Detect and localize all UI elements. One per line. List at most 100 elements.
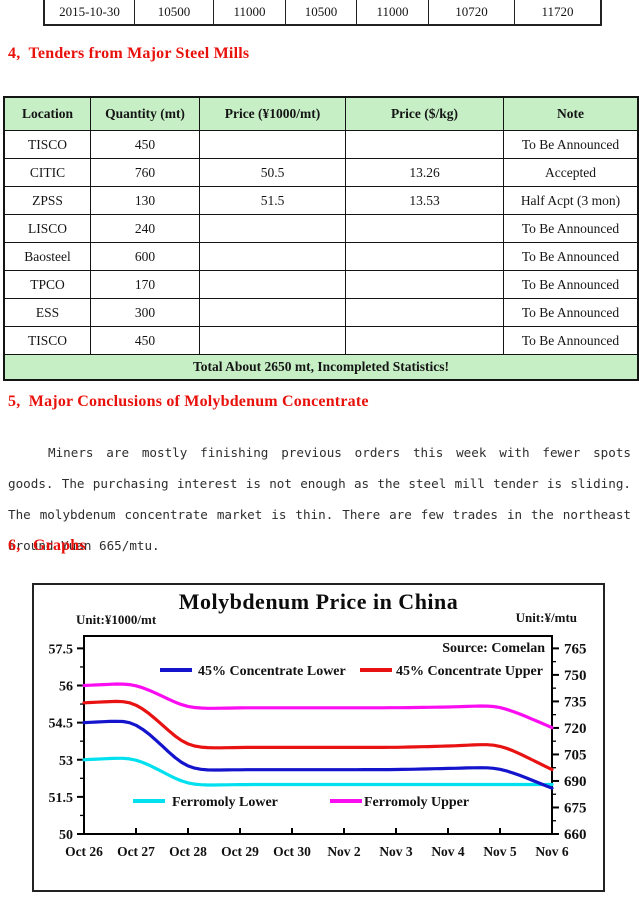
table-cell: 240 [90,214,200,243]
table-cell [345,130,504,159]
table-cell: To Be Announced [503,298,639,327]
chart-unit-right-label: Unit:¥/mtu [515,610,577,625]
legend-swatch [133,799,165,803]
table-cell: TISCO [3,326,91,355]
table-cell: ESS [3,298,91,327]
table-cell: Half Acpt (3 mon) [503,186,639,215]
table-header-cell: Price ($/kg) [345,96,504,131]
x-axis-tick-label: Nov 4 [431,844,465,859]
table-cell [345,242,504,271]
legend-swatch [160,668,192,672]
series-line-ferromoly-upper [82,682,554,730]
y-axis-tick-label-left: 50 [59,828,73,843]
section-4-heading: 4, Tenders from Major Steel Mills [8,45,250,62]
legend-label: 45% Concentrate Lower [198,664,346,679]
y-axis-tick-label-right: 705 [564,747,587,763]
series-line-45-concentrate-lower [82,719,554,790]
table-cell [199,270,346,299]
section-5-heading: 5, Major Conclusions of Molybdenum Conce… [8,393,369,410]
x-axis-tick-label: Nov 5 [483,844,517,859]
y-axis-tick-label-left: 56 [59,680,73,695]
legend-swatch [360,668,392,672]
table-cell: 760 [90,158,200,187]
table-cell: 2015-10-30 [43,0,135,26]
legend-swatch [330,799,362,803]
table-cell: 51.5 [199,186,346,215]
table-cell: 10500 [285,0,357,26]
table-cell: CITIC [3,158,91,187]
legend-item: Ferromoly Lower [133,795,278,810]
table-cell: 450 [90,130,200,159]
section-6-heading: 6, Graphs [8,537,86,554]
table-cell: To Be Announced [503,214,639,243]
y-axis-tick-label-right: 720 [564,721,587,737]
table-cell: 13.26 [345,158,504,187]
legend-item: Ferromoly Upper [330,795,469,810]
x-axis-tick-label: Oct 26 [65,844,103,859]
table-cell: TISCO [3,130,91,159]
table-header-row: Location Quantity (mt) Price (¥1000/mt) Pri… [3,96,639,131]
y-axis-tick-label-right: 750 [564,668,587,684]
x-axis-tick-label: Oct 30 [273,844,311,859]
table-cell: 10720 [428,0,515,26]
table-cell [345,298,504,327]
table-cell: To Be Announced [503,242,639,271]
table-row: Baosteel 600 To Be Announced [3,242,639,271]
table-cell: 50.5 [199,158,346,187]
y-axis-tick-label-right: 660 [564,827,587,843]
chart-title: Molybdenum Price in China [178,589,459,614]
table-footer-row: Total About 2650 mt, Incompleted Statist… [3,354,639,381]
table-row: 2015-10-30 10500 11000 10500 11000 10720 11720 [43,0,602,26]
table-row: TISCO 450 To Be Announced [3,326,639,355]
table-header-cell: Price (¥1000/mt) [199,96,346,131]
chart-source-label: Source: Comelan [442,641,545,656]
tenders-table: Location Quantity (mt) Price (¥1000/mt) Pri… [3,96,639,381]
table-cell [199,130,346,159]
table-row: ZPSS 130 51.5 13.53 Half Acpt (3 mon) [3,186,639,215]
legend-label: 45% Concentrate Upper [396,664,543,679]
table-cell [199,242,346,271]
table-cell: 11000 [213,0,286,26]
legend-item: 45% Concentrate Upper [360,664,543,679]
table-cell: 130 [90,186,200,215]
table-row: TISCO 450 To Be Announced [3,130,639,159]
table-cell [199,298,346,327]
legend-label: Ferromoly Lower [172,795,278,810]
table-cell [199,214,346,243]
table-cell: Baosteel [3,242,91,271]
y-axis-tick-label-left: 53 [59,754,73,769]
table-header-cell: Location [3,96,91,131]
price-chart: Molybdenum Price in China Unit:¥1000/mt … [32,583,605,892]
y-axis-tick-label-right: 735 [564,694,587,710]
x-axis-tick-label: Oct 28 [169,844,207,859]
chart-unit-left-label: Unit:¥1000/mt [76,612,157,627]
x-axis-tick-label: Nov 2 [327,844,361,859]
table-cell: To Be Announced [503,270,639,299]
chart-plot: Source: Comelan 57.5 56 54.5 53 51.5 50 765 750… [49,635,587,859]
table-cell: To Be Announced [503,326,639,355]
table-cell: 450 [90,326,200,355]
table-cell: 11000 [356,0,429,26]
table-cell: 300 [90,298,200,327]
x-axis-tick-label: Oct 29 [221,844,259,859]
table-row: CITIC 760 50.5 13.26 Accepted [3,158,639,187]
x-axis-tick-label: Oct 27 [117,844,155,859]
conclusions-paragraph: Miners are mostly finishing previous ord… [8,445,631,553]
table-cell [345,326,504,355]
x-axis-tick-label: Nov 3 [379,844,413,859]
y-axis-tick-label-left: 51.5 [49,791,74,806]
series-line-45-concentrate-upper [82,699,554,772]
plot-border [83,635,553,835]
y-axis-tick-label-right: 690 [564,774,587,790]
table-footer-total: Total About 2650 mt, Incompleted Statist… [3,354,639,381]
table-header-cell: Note [503,96,639,131]
table-cell: 170 [90,270,200,299]
y-axis-tick-label-left: 57.5 [49,642,74,657]
y-axis-tick-label-right: 675 [564,800,587,816]
legend-label: Ferromoly Upper [364,795,469,810]
table-cell: ZPSS [3,186,91,215]
table-cell: 13.53 [345,186,504,215]
table-row: LISCO 240 To Be Announced [3,214,639,243]
y-axis-tick-label-left: 54.5 [49,717,74,732]
